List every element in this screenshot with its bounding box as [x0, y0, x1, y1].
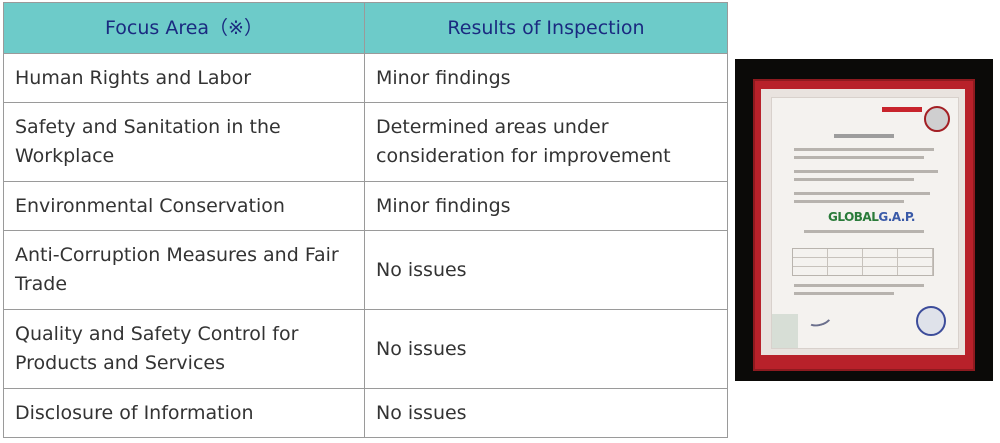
- certificate-text-line: [794, 284, 924, 287]
- result-cell: Minor findings: [364, 53, 728, 103]
- table-row: Safety and Sanitation in the Workplace D…: [3, 102, 728, 182]
- certifier-logo-icon: [924, 106, 950, 132]
- certificate-mat: GLOBALG.A.P.: [761, 89, 965, 355]
- certificate-text-line: [794, 156, 924, 159]
- accreditation-seal-icon: [916, 306, 946, 336]
- focus-area-cell: Human Rights and Labor: [3, 53, 365, 103]
- table-header-row: Focus Area（※） Results of Inspection: [3, 2, 728, 54]
- globalgap-logo: GLOBALG.A.P.: [828, 210, 915, 224]
- globalgap-logo-part: GLOBAL: [828, 210, 879, 224]
- certificate-stamp-corner: [772, 314, 798, 348]
- table-row: Anti-Corruption Measures and Fair Trade …: [3, 230, 728, 310]
- certificate-photo: GLOBALG.A.P.: [735, 59, 993, 381]
- result-cell: No issues: [364, 309, 728, 389]
- header-focus-area: Focus Area（※）: [3, 2, 365, 54]
- table-row: Disclosure of Information No issues: [3, 388, 728, 438]
- certificate-text-line: [794, 178, 914, 181]
- inspection-results-table: Focus Area（※） Results of Inspection Huma…: [3, 2, 728, 438]
- result-cell: No issues: [364, 388, 728, 438]
- focus-area-cell: Safety and Sanitation in the Workplace: [3, 102, 365, 182]
- focus-area-cell: Quality and Safety Control for Products …: [3, 309, 365, 389]
- certificate-paper: GLOBALG.A.P.: [771, 97, 959, 349]
- certificate-text-line: [794, 192, 930, 195]
- certificate-scope-table: [792, 248, 934, 276]
- result-cell: No issues: [364, 230, 728, 310]
- result-cell: Determined areas under consideration for…: [364, 102, 728, 182]
- certifier-banner: [882, 107, 922, 112]
- table-row: Quality and Safety Control for Products …: [3, 309, 728, 389]
- certificate-frame: GLOBALG.A.P.: [753, 79, 975, 371]
- certificate-text-line: [804, 230, 924, 233]
- table-row: Environmental Conservation Minor finding…: [3, 181, 728, 231]
- certificate-title-line: [834, 134, 894, 138]
- certificate-text-line: [794, 148, 934, 151]
- inspection-results-table-wrapper: Focus Area（※） Results of Inspection Huma…: [3, 2, 728, 438]
- focus-area-cell: Disclosure of Information: [3, 388, 365, 438]
- signature-mark: [804, 306, 834, 330]
- certificate-text-line: [794, 170, 938, 173]
- focus-area-cell: Environmental Conservation: [3, 181, 365, 231]
- result-cell: Minor findings: [364, 181, 728, 231]
- header-results-of-inspection: Results of Inspection: [364, 2, 728, 54]
- certificate-text-line: [794, 292, 894, 295]
- certificate-text-line: [794, 200, 904, 203]
- table-row: Human Rights and Labor Minor findings: [3, 53, 728, 103]
- globalgap-logo-part: G.A.P.: [878, 210, 915, 224]
- focus-area-cell: Anti-Corruption Measures and Fair Trade: [3, 230, 365, 310]
